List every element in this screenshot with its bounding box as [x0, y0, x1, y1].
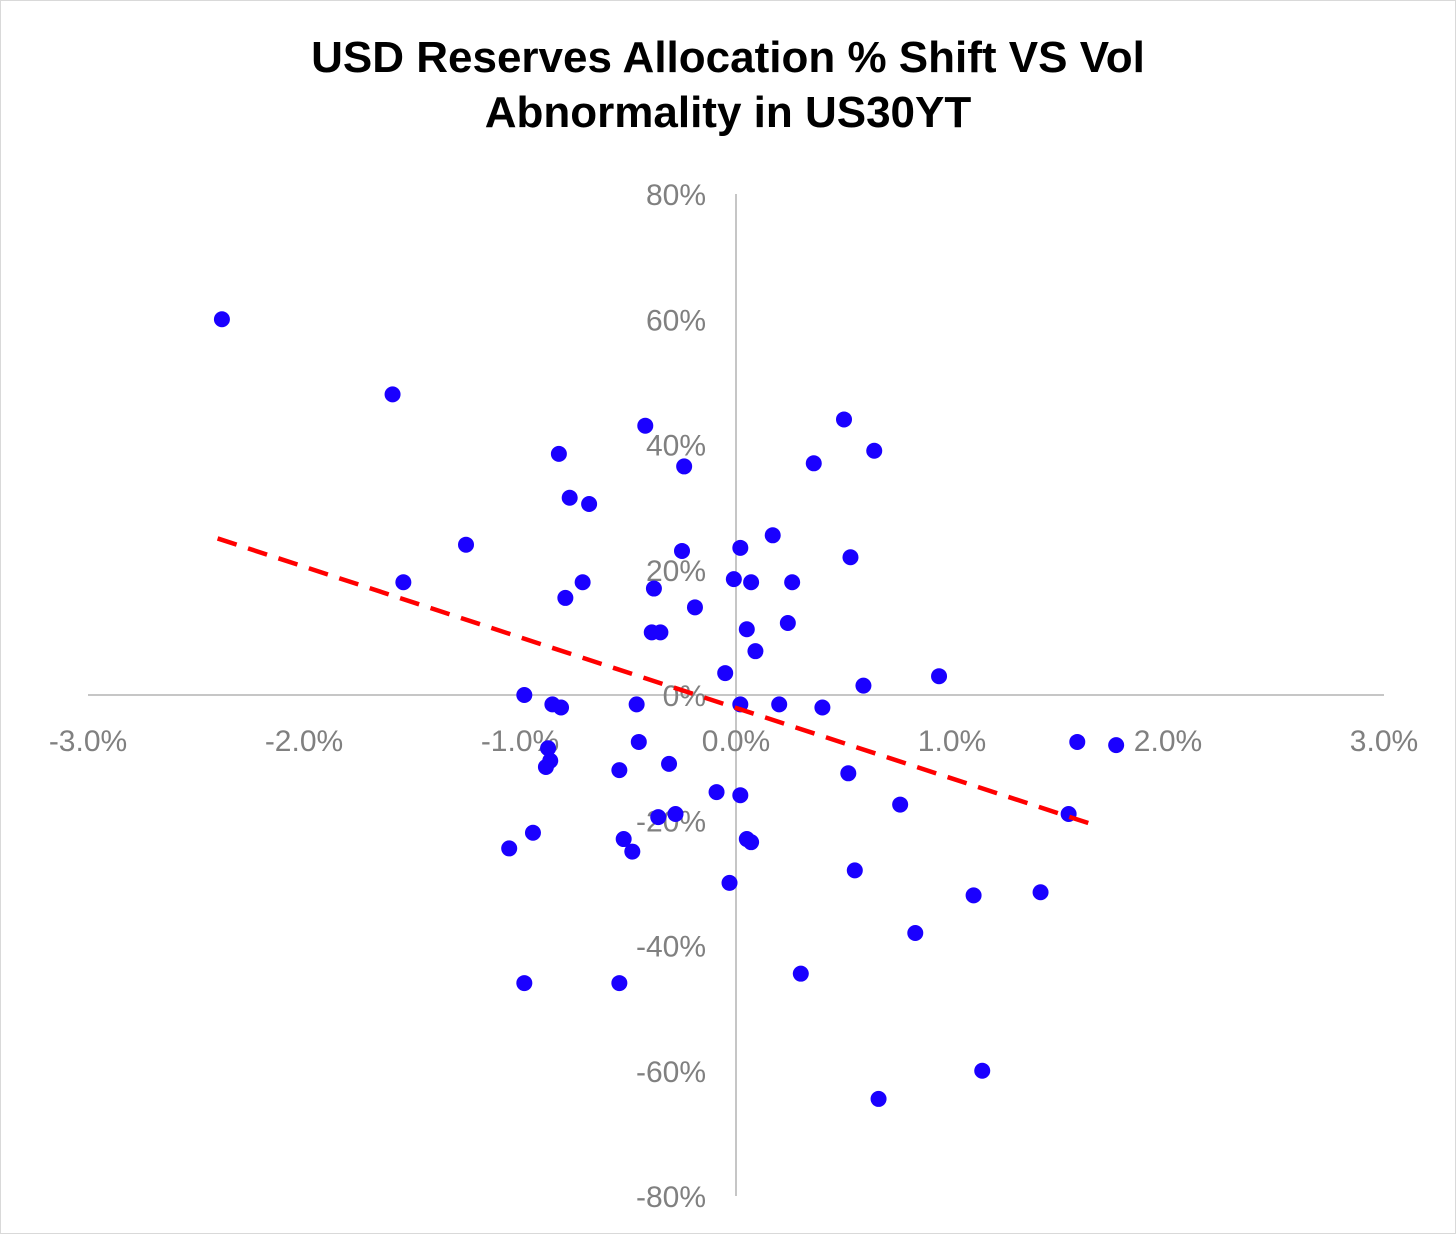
chart-title-line-2: Abnormality in US30YT — [484, 88, 972, 137]
data-point — [846, 862, 863, 879]
data-point — [866, 442, 883, 459]
y-tick-label: 0% — [663, 680, 706, 713]
y-tick-label: 40% — [646, 430, 706, 463]
y-tick-label: 60% — [646, 304, 706, 337]
data-point — [708, 784, 725, 801]
data-point — [615, 831, 632, 848]
data-point — [516, 975, 533, 992]
x-tick-label: -3.0% — [49, 725, 127, 758]
data-point — [661, 755, 678, 772]
data-point — [732, 787, 749, 804]
data-point — [855, 677, 872, 694]
data-point — [907, 924, 924, 941]
data-point — [717, 665, 734, 682]
data-point — [836, 411, 852, 428]
data-point — [458, 536, 474, 553]
data-point — [553, 699, 570, 716]
data-point — [395, 574, 412, 591]
x-tick-label: 0.0% — [702, 725, 770, 758]
data-point — [743, 574, 760, 591]
data-point — [524, 824, 541, 841]
data-point — [637, 417, 654, 434]
data-point — [630, 733, 647, 750]
data-point — [557, 589, 574, 606]
y-tick-label: -60% — [636, 1056, 706, 1089]
data-point — [501, 840, 518, 857]
data-point — [784, 574, 801, 591]
data-points — [213, 311, 1125, 1107]
data-point — [384, 386, 401, 403]
data-point — [974, 1062, 991, 1079]
data-point — [611, 762, 628, 779]
data-point — [645, 580, 662, 597]
chart-title: USD Reserves Allocation % Shift VS Vol A… — [0, 30, 1456, 140]
trendline-group — [216, 536, 1100, 829]
chart-title-line-1: USD Reserves Allocation % Shift VS Vol — [311, 33, 1145, 82]
data-point — [771, 696, 788, 713]
data-point — [805, 455, 822, 472]
data-point — [725, 571, 742, 588]
data-point — [764, 527, 781, 544]
data-point — [667, 805, 684, 822]
trendline — [216, 536, 1100, 829]
data-point — [721, 874, 738, 891]
data-point — [537, 759, 554, 776]
data-point — [550, 445, 567, 462]
data-point — [747, 643, 764, 660]
y-tick-label: -40% — [636, 931, 706, 964]
data-point — [652, 624, 669, 641]
data-point — [574, 574, 591, 591]
data-point — [1032, 884, 1049, 901]
data-point — [624, 843, 641, 860]
data-point — [650, 809, 667, 826]
y-tick-label: -80% — [636, 1181, 706, 1214]
data-point — [686, 599, 703, 616]
x-tick-labels: -3.0% -2.0% -1.0% 0.0% 1.0% 2.0% 3.0% — [49, 725, 1418, 758]
x-tick-label: -2.0% — [265, 725, 343, 758]
data-point — [738, 621, 755, 638]
data-point — [540, 740, 557, 757]
data-point — [581, 495, 598, 512]
data-point — [842, 549, 859, 566]
data-point — [732, 539, 749, 556]
axes — [88, 194, 1384, 1196]
x-tick-label: 3.0% — [1350, 725, 1418, 758]
y-tick-labels: 80%60%40%20%0%-20%-40%-60%-80% — [636, 179, 706, 1214]
data-point — [965, 887, 982, 904]
data-point — [779, 614, 796, 631]
data-point — [1069, 733, 1086, 750]
data-point — [611, 975, 628, 992]
x-tick-label: 1.0% — [918, 725, 986, 758]
data-point — [676, 458, 693, 475]
x-tick-label: 2.0% — [1134, 725, 1202, 758]
data-point — [1108, 737, 1125, 754]
data-point — [516, 687, 533, 703]
y-tick-label: 80% — [646, 179, 706, 212]
data-point — [743, 834, 760, 851]
data-point — [931, 668, 948, 685]
data-point — [213, 311, 230, 328]
data-point — [892, 796, 909, 813]
data-point — [840, 765, 857, 782]
data-point — [561, 489, 578, 506]
data-point — [674, 542, 690, 559]
data-point — [628, 696, 645, 713]
data-point — [792, 965, 809, 982]
data-point — [814, 699, 831, 716]
data-point — [870, 1090, 887, 1107]
